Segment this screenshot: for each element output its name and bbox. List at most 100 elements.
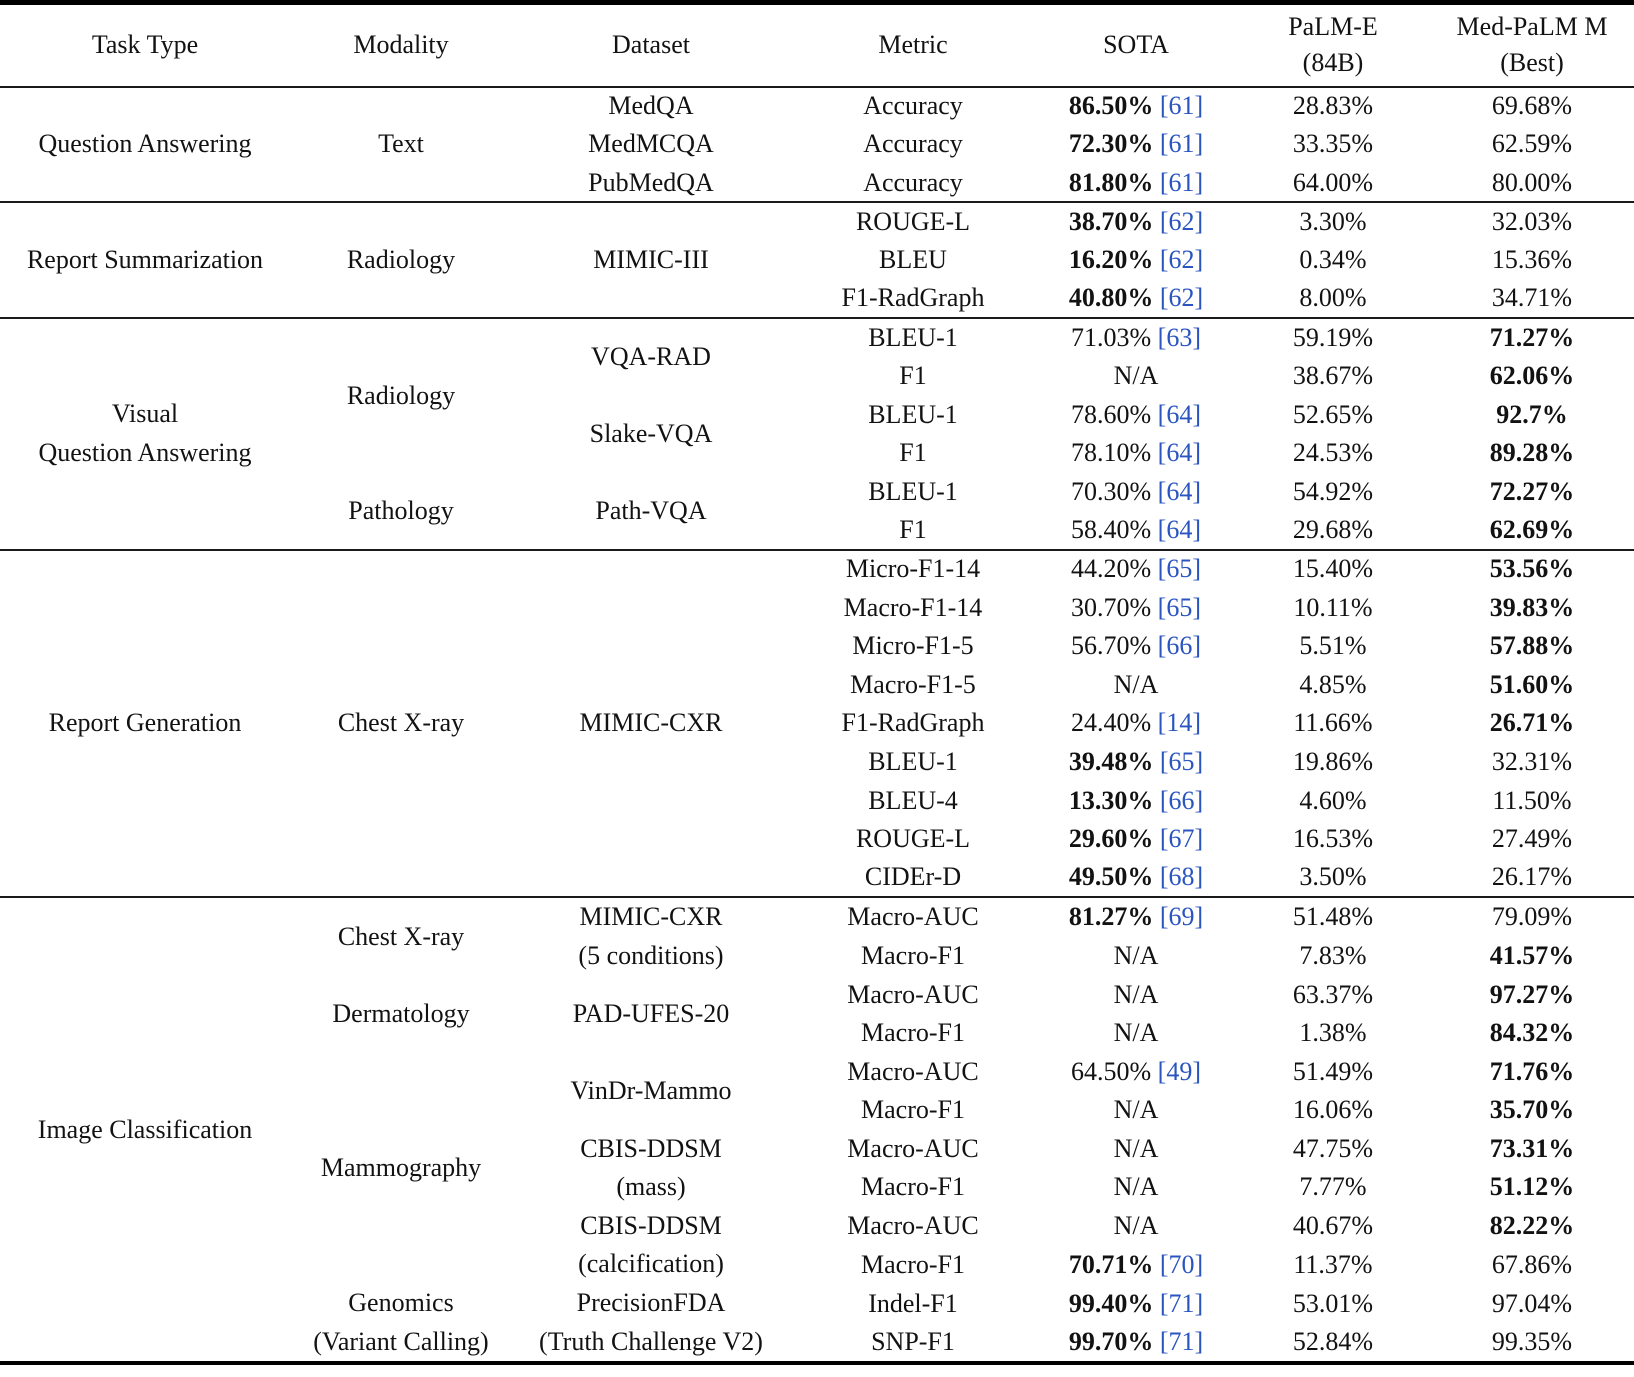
citation-link[interactable]: [64]: [1157, 514, 1201, 544]
table-row: CBIS-DDSM (mass) Macro-AUC N/A 47.75% 73.31%: [0, 1130, 1634, 1202]
modality-cell: Radiology: [290, 202, 512, 318]
citation-link[interactable]: [65]: [1157, 592, 1201, 622]
metric-cell: Macro-F1-14: [790, 588, 1036, 627]
med-palm-cell-value: 32.03%: [1491, 207, 1573, 237]
sota-cell: 44.20% [65]: [1036, 550, 1236, 589]
modality-cell: Mammography: [290, 1052, 512, 1284]
citation-link[interactable]: [65]: [1157, 554, 1201, 584]
dataset-cell-line: MedQA: [608, 91, 694, 121]
citation-link[interactable]: [49]: [1157, 1056, 1201, 1086]
dataset-cell: PrecisionFDA (Truth Challenge V2): [512, 1284, 790, 1363]
citation-link[interactable]: [67]: [1159, 824, 1204, 854]
citation-link[interactable]: [65]: [1159, 746, 1204, 776]
citation-link[interactable]: [64]: [1157, 476, 1201, 506]
sota-value: 49.50%: [1068, 862, 1154, 892]
citation-link[interactable]: [69]: [1159, 902, 1204, 932]
table-row: Macro-F1 70.71% [70] 11.37% 67.86%: [0, 1245, 1634, 1284]
metric-cell: F1: [790, 357, 1036, 396]
palm-e-cell: 38.67%: [1236, 357, 1430, 396]
dataset-cell-line: PubMedQA: [588, 167, 714, 197]
med-palm-cell: 35.70%: [1430, 1091, 1634, 1130]
dataset-cell-line: MIMIC-III: [593, 245, 709, 275]
sota-cell: 71.03% [63]: [1036, 318, 1236, 357]
table-row: BLEU-1 39.48% [65] 19.86% 32.31%: [0, 743, 1634, 782]
task-type-cell-line: Question Answering: [38, 129, 252, 159]
metric-cell-value: BLEU-1: [868, 399, 958, 429]
dataset-cell-line: MIMIC-CXR: [579, 708, 723, 738]
citation-link[interactable]: [61]: [1159, 91, 1204, 121]
citation-link[interactable]: [68]: [1159, 862, 1204, 892]
modality-cell: Chest X-ray: [290, 550, 512, 897]
header-palm-e-line1: PaLM-E: [1288, 12, 1378, 42]
header-modality: Modality: [353, 30, 449, 60]
metric-cell: BLEU-4: [790, 781, 1036, 820]
dataset-cell-line: CBIS-DDSM: [580, 1210, 722, 1240]
task-type-cell: Report Summarization: [0, 202, 290, 318]
palm-e-cell-value: 19.86%: [1292, 746, 1374, 776]
citation-link[interactable]: [62]: [1159, 207, 1204, 237]
citation-link[interactable]: [64]: [1157, 438, 1201, 468]
modality-cell: Pathology: [290, 472, 512, 549]
table-row: MedMCQA Accuracy 72.30% [61] 33.35% 62.59%: [0, 125, 1634, 164]
palm-e-cell-value: 51.49%: [1292, 1056, 1374, 1086]
modality-cell-line: Radiology: [346, 380, 456, 410]
table-row: Image Classification Chest X-ray MIMIC-CXR…: [0, 896, 1634, 1144]
citation-link[interactable]: [71]: [1159, 1288, 1204, 1318]
sota-cell: N/A: [1036, 1207, 1236, 1246]
citation-link[interactable]: [66]: [1157, 631, 1201, 661]
palm-e-cell: 64.00%: [1236, 164, 1430, 203]
citation-link[interactable]: [62]: [1159, 245, 1204, 275]
palm-e-cell: 3.50%: [1236, 858, 1430, 897]
metric-cell: ROUGE-L: [790, 820, 1036, 859]
dataset-cell-line: Path-VQA: [595, 495, 707, 525]
palm-e-cell-value: 1.38%: [1299, 1018, 1367, 1048]
metric-cell-value: BLEU-4: [868, 785, 958, 815]
table-row: Slake-VQA BLEU-1 78.60% [64] 52.65% 92.7%: [0, 395, 1634, 448]
citation-link[interactable]: [71]: [1159, 1327, 1204, 1357]
sota-cell: N/A: [1036, 1014, 1236, 1053]
table-row: F1-RadGraph 24.40% [14] 11.66% 26.71%: [0, 704, 1634, 743]
citation-link[interactable]: [63]: [1157, 322, 1201, 352]
palm-e-cell-value: 51.48%: [1292, 902, 1374, 932]
citation-link[interactable]: [70]: [1159, 1249, 1204, 1279]
table-row: F1 58.40% [64] 29.68% 62.69%: [0, 511, 1634, 550]
task-type-cell-line: Visual: [111, 399, 179, 429]
palm-e-cell: 10.11%: [1236, 588, 1430, 627]
metric-cell: BLEU-1: [790, 395, 1036, 434]
metric-cell-value: Macro-AUC: [847, 902, 979, 932]
metric-cell: SNP-F1: [790, 1324, 1036, 1364]
palm-e-cell-value: 11.66%: [1293, 708, 1373, 738]
med-palm-cell: 92.7%: [1430, 395, 1634, 434]
dataset-cell-line: (Truth Challenge V2): [539, 1326, 763, 1356]
med-palm-cell: 69.68%: [1430, 87, 1634, 126]
table-body: Question Answering Text MedQA Accuracy 86.50…: [0, 87, 1634, 1364]
med-palm-cell: 82.22%: [1430, 1207, 1634, 1246]
dataset-cell: VQA-RAD: [512, 318, 790, 395]
citation-link[interactable]: [66]: [1159, 785, 1204, 815]
citation-link[interactable]: [62]: [1159, 283, 1204, 313]
med-palm-cell-value: 26.71%: [1489, 708, 1575, 738]
header-med-palm-line2: (Best): [1500, 48, 1564, 78]
sota-cell: 39.48% [65]: [1036, 743, 1236, 782]
sota-cell: N/A: [1036, 936, 1236, 975]
metric-cell: Macro-AUC: [790, 1207, 1036, 1246]
metric-cell-value: Macro-AUC: [847, 979, 979, 1009]
sota-value: 30.70%: [1071, 592, 1152, 622]
citation-link[interactable]: [61]: [1159, 167, 1204, 197]
palm-e-cell-value: 52.65%: [1292, 399, 1374, 429]
med-palm-cell: 80.00%: [1430, 164, 1634, 203]
palm-e-cell: 8.00%: [1236, 279, 1430, 318]
table-row: CBIS-DDSM (calcification) Macro-AUC N/A 40.6…: [0, 1207, 1634, 1279]
med-palm-cell: 62.69%: [1430, 511, 1634, 550]
sota-cell: 30.70% [65]: [1036, 588, 1236, 627]
dataset-cell: MedQA: [512, 87, 790, 126]
header-metric: Metric: [878, 30, 948, 60]
palm-e-cell-value: 10.11%: [1293, 592, 1373, 622]
table-row: Report Summarization Radiology MIMIC-III RO…: [0, 202, 1634, 274]
med-palm-cell: 27.49%: [1430, 820, 1634, 859]
table-row: F1 N/A 38.67% 62.06%: [0, 357, 1634, 396]
citation-link[interactable]: [64]: [1157, 399, 1201, 429]
citation-link[interactable]: [61]: [1159, 129, 1204, 159]
citation-link[interactable]: [14]: [1157, 708, 1201, 738]
metric-cell: Accuracy: [790, 87, 1036, 126]
